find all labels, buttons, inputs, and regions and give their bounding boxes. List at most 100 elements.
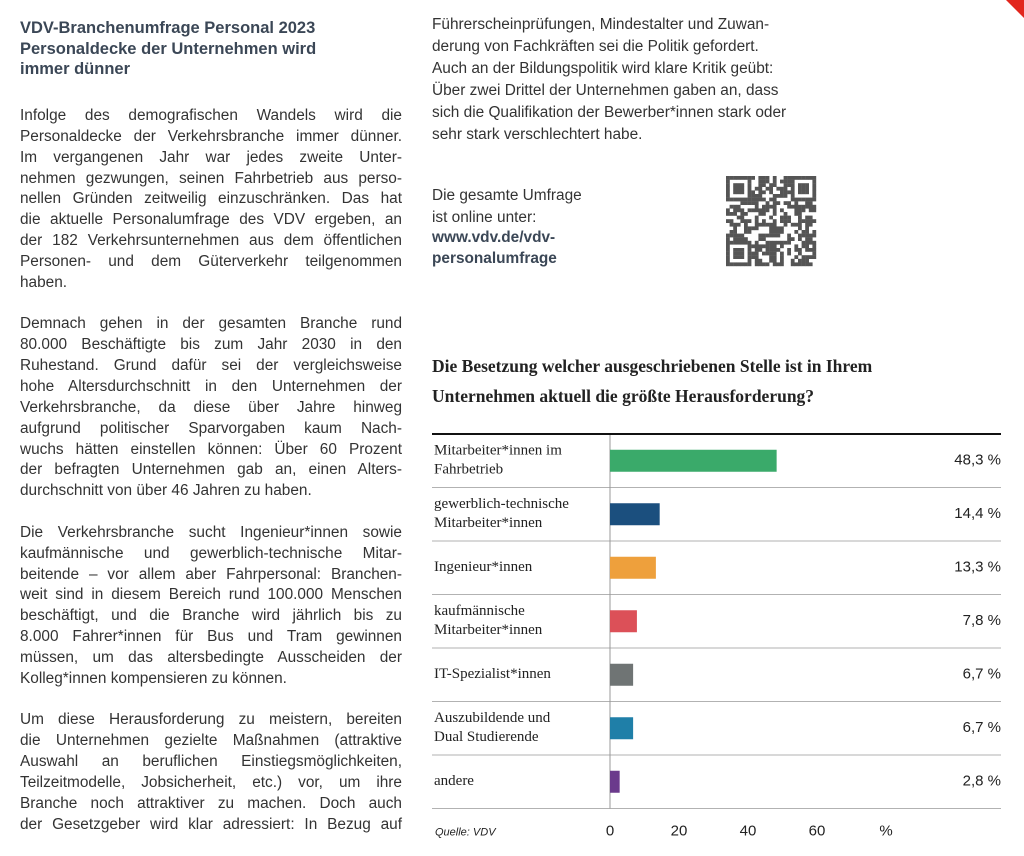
qr-cell xyxy=(805,237,809,241)
qr-cell xyxy=(808,197,813,202)
qr-cell xyxy=(808,262,813,267)
qr-cell xyxy=(747,240,752,245)
x-tick-label: 40 xyxy=(740,822,757,839)
qr-cell xyxy=(783,183,788,187)
qr-cell xyxy=(729,233,734,238)
qr-cell xyxy=(780,208,784,213)
qr-cell xyxy=(726,233,730,238)
qr-cell xyxy=(794,176,799,180)
qr-cell xyxy=(812,179,817,184)
qr-cell xyxy=(783,186,788,191)
qr-cell xyxy=(733,251,737,256)
qr-cell xyxy=(772,183,777,187)
qr-cell xyxy=(772,212,777,216)
qr-cell xyxy=(805,230,809,234)
qr-cell xyxy=(780,190,784,195)
qr-cell xyxy=(801,233,806,238)
qr-cell xyxy=(794,230,799,234)
qr-cell xyxy=(808,176,813,180)
qr-cell xyxy=(758,194,763,198)
qr-cell xyxy=(787,240,791,245)
qr-cell xyxy=(729,204,734,209)
text-line: Branche noch attraktiver zu machen. Doch… xyxy=(20,794,402,812)
qr-cell xyxy=(733,248,737,252)
qr-cell xyxy=(798,190,802,195)
qr-cell xyxy=(740,240,745,245)
qr-cell xyxy=(794,222,799,227)
qr-cell xyxy=(758,258,763,263)
qr-code xyxy=(726,176,817,267)
qr-cell xyxy=(744,212,748,216)
qr-cell xyxy=(805,244,809,249)
qr-cell xyxy=(812,204,817,209)
qr-cell xyxy=(729,219,734,223)
text-line: müssen, um das altersbedingte Ausscheide… xyxy=(20,648,402,666)
qr-cell xyxy=(769,255,773,259)
qr-cell xyxy=(747,194,752,198)
qr-cell xyxy=(772,255,777,259)
qr-cell xyxy=(736,176,741,180)
qr-cell xyxy=(787,201,791,205)
qr-cell xyxy=(758,190,763,195)
qr-cell xyxy=(758,244,763,249)
text-line: hohe Altersdurchschnitt in den Unternehm… xyxy=(20,377,402,395)
qr-cell xyxy=(783,215,788,220)
bar xyxy=(610,770,620,793)
qr-cell xyxy=(758,237,763,241)
survey-url[interactable]: www.vdv.de/vdv- personalumfrage xyxy=(432,228,557,269)
qr-cell xyxy=(726,237,730,241)
qr-cell xyxy=(726,176,730,180)
qr-cell xyxy=(740,262,745,267)
qr-cell xyxy=(812,248,817,252)
qr-cell xyxy=(736,190,741,195)
qr-cell xyxy=(740,208,745,213)
qr-cell xyxy=(733,237,737,241)
qr-cell xyxy=(808,248,813,252)
qr-cell xyxy=(805,201,809,205)
qr-cell xyxy=(726,248,730,252)
qr-cell xyxy=(740,201,745,205)
qr-cell xyxy=(765,186,770,191)
qr-cell xyxy=(780,219,784,223)
qr-cell xyxy=(772,201,777,205)
qr-cell xyxy=(765,222,770,227)
qr-cell xyxy=(747,219,752,223)
qr-cell xyxy=(762,262,766,267)
qr-cell xyxy=(726,262,730,267)
qr-cell xyxy=(744,222,748,227)
qr-cell xyxy=(733,204,737,209)
qr-cell xyxy=(747,208,752,213)
text-line: beitende – vor allem aber Fahrpersonal: … xyxy=(20,565,402,583)
qr-cell xyxy=(808,237,813,241)
qr-cell xyxy=(812,194,817,198)
qr-cell xyxy=(758,183,763,187)
text-line: Die Verkehrsbranche sucht Ingenieur*inne… xyxy=(20,523,402,541)
qr-cell xyxy=(812,190,817,195)
qr-cell xyxy=(772,230,777,234)
qr-cell xyxy=(740,219,745,223)
x-tick-label: 20 xyxy=(671,822,688,839)
paragraph: Demnach gehen in der gesamten Branche ru… xyxy=(20,314,402,502)
qr-cell xyxy=(772,240,777,245)
qr-cell xyxy=(754,248,759,252)
qr-cell xyxy=(808,240,813,245)
text-line: die Unternehmen gezielte Maßnahmen (attr… xyxy=(20,732,402,750)
qr-cell xyxy=(754,258,759,263)
url-line[interactable]: personalumfrage xyxy=(432,249,557,267)
text-line: 8.000 Fahrer*innen für Bus und Tram gewi… xyxy=(20,628,402,646)
qr-cell xyxy=(740,251,745,256)
qr-cell xyxy=(744,226,748,231)
qr-cell xyxy=(794,197,799,202)
url-line[interactable]: www.vdv.de/vdv- xyxy=(432,229,556,246)
qr-cell xyxy=(772,197,777,202)
qr-cell xyxy=(772,208,777,213)
qr-cell xyxy=(790,262,795,267)
bar xyxy=(610,503,660,526)
qr-cell xyxy=(765,240,770,245)
qr-cell xyxy=(740,215,745,220)
qr-cell xyxy=(765,244,770,249)
qr-cell xyxy=(740,190,745,195)
qr-cell xyxy=(740,237,745,241)
qr-cell xyxy=(726,194,730,198)
qr-cell xyxy=(805,240,809,245)
